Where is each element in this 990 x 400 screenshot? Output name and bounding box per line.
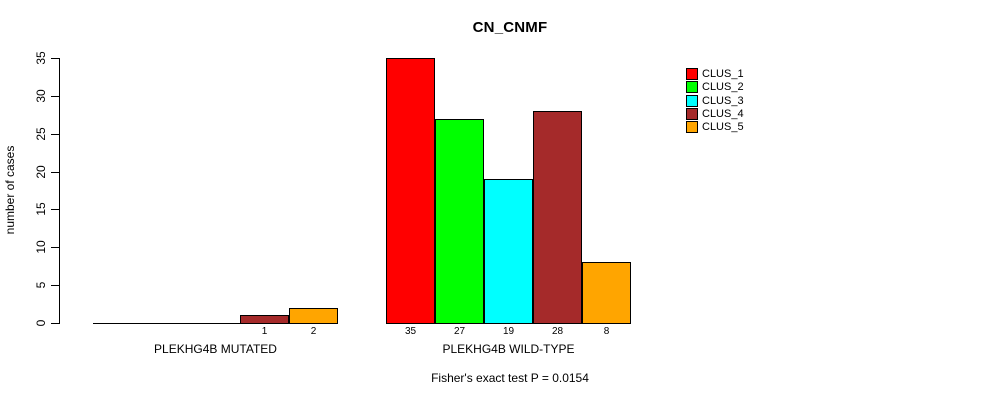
legend-swatch-clus_5 — [686, 121, 698, 133]
bar-clus_3-mutated-zero — [191, 323, 240, 324]
legend-swatch-clus_2 — [686, 81, 698, 93]
y-tick-label: 35 — [34, 51, 48, 65]
y-axis-tick — [51, 323, 59, 324]
y-tick-label: 20 — [34, 165, 48, 179]
legend-swatch-clus_4 — [686, 108, 698, 120]
fisher-test-annotation: Fisher's exact test P = 0.0154 — [431, 371, 589, 385]
y-axis-tick — [51, 134, 59, 135]
y-tick-label: 5 — [34, 281, 48, 289]
x-group-label-wildtype: PLEKHG4B WILD-TYPE — [442, 342, 575, 356]
legend-label-clus_4: CLUS_4 — [702, 108, 744, 120]
legend-swatch-clus_1 — [686, 68, 698, 80]
y-tick-label: 25 — [34, 127, 48, 141]
y-axis-tick — [51, 285, 59, 286]
y-axis-label: number of cases — [3, 145, 17, 235]
y-tick-label: 30 — [34, 89, 48, 103]
y-tick-label: 0 — [34, 319, 48, 327]
chart-title: CN_CNMF — [472, 19, 548, 36]
bar-clus_5-mutated — [289, 308, 338, 324]
bar-clus_5-wildtype — [582, 262, 631, 324]
bar-clus_1-wildtype — [386, 58, 435, 324]
bar-clus_4-wildtype — [533, 111, 582, 324]
legend-label-clus_2: CLUS_2 — [702, 81, 744, 93]
y-axis-tick — [51, 172, 59, 173]
bar-clus_2-wildtype — [435, 119, 484, 324]
bar-clus_1-mutated-zero — [93, 323, 142, 324]
y-axis-tick — [51, 209, 59, 210]
y-axis-tick — [51, 58, 59, 59]
y-axis-tick — [51, 247, 59, 248]
x-group-label-mutated: PLEKHG4B MUTATED — [154, 342, 277, 356]
bar-value-label: 35 — [404, 326, 417, 337]
legend-swatch-clus_3 — [686, 95, 698, 107]
y-tick-label: 15 — [34, 202, 48, 216]
y-axis-line — [59, 58, 60, 324]
y-axis-tick — [51, 96, 59, 97]
bar-value-label: 2 — [310, 326, 317, 337]
bar-clus_2-mutated-zero — [142, 323, 191, 324]
y-tick-label: 10 — [34, 240, 48, 254]
bar-clus_4-mutated — [240, 315, 289, 324]
bar-value-label: 27 — [453, 326, 466, 337]
legend-label-clus_3: CLUS_3 — [702, 95, 744, 107]
bar-clus_3-wildtype — [484, 179, 533, 324]
legend-label-clus_1: CLUS_1 — [702, 68, 744, 80]
bar-value-label: 8 — [603, 326, 610, 337]
bar-value-label: 19 — [502, 326, 515, 337]
bar-value-label: 1 — [261, 326, 268, 337]
legend-label-clus_5: CLUS_5 — [702, 121, 744, 133]
bar-value-label: 28 — [551, 326, 564, 337]
